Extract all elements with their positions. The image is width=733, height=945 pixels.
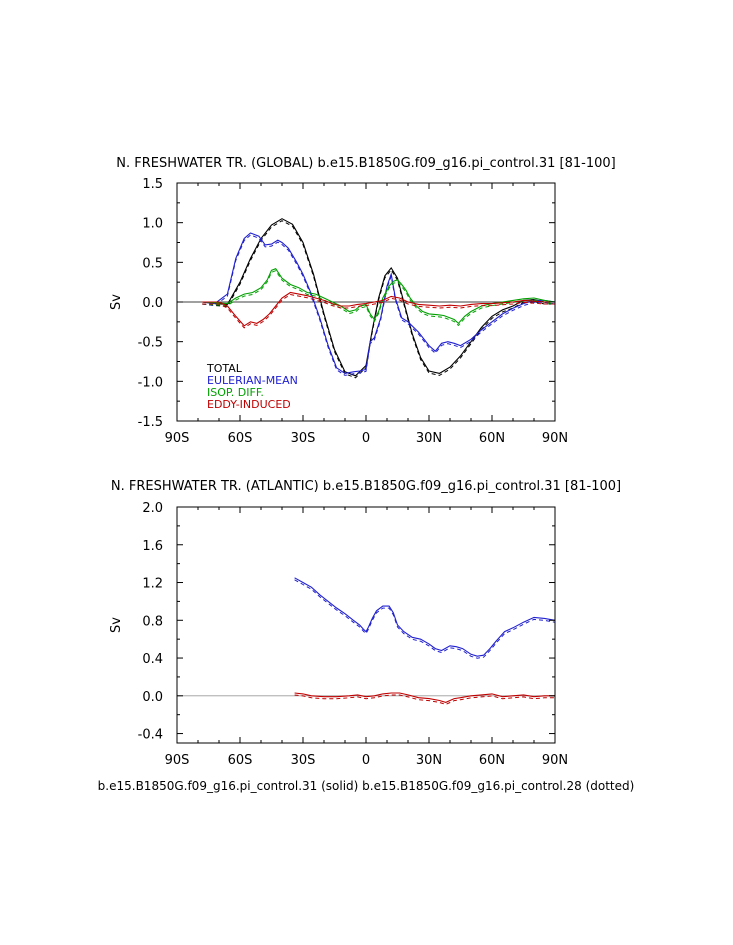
y-tick-label: 1.5 (142, 177, 163, 192)
global-chart-title: N. FRESHWATER TR. (GLOBAL) b.e15.B1850G.… (116, 156, 616, 171)
y-tick-label: 1.2 (142, 577, 163, 592)
x-tick-label: 90S (165, 753, 190, 768)
series-line-eulerian-dotted (294, 579, 556, 659)
legend-entry-isop-diff: ISOP. DIFF. (207, 386, 264, 399)
y-tick-label: 0.8 (142, 614, 163, 629)
series-line-total-solid (202, 218, 555, 377)
y-tick-label: 0.0 (142, 690, 163, 705)
series-line-total-dotted (202, 220, 555, 379)
series-line-isop-diff-dotted (202, 270, 556, 327)
series-line-eddy-solid (294, 692, 555, 703)
x-tick-label: 30S (291, 753, 316, 768)
legend: TOTAL EULERIAN-MEAN ISOP. DIFF. EDDY-IND… (206, 362, 298, 411)
legend-entry-total: TOTAL (206, 362, 243, 375)
x-tick-label: 60N (479, 753, 505, 768)
x-tick-label: 90N (542, 431, 568, 446)
x-tick-label: 0 (362, 753, 370, 768)
x-tick-label: 60S (228, 753, 253, 768)
series-line-eulerian-mean-dotted (202, 234, 556, 376)
x-tick-label: 30N (416, 431, 442, 446)
series-line-eddy-induced-dotted (202, 293, 555, 329)
figure-footer: b.e15.B1850G.f09_g16.pi_control.31 (soli… (98, 779, 635, 793)
series-line-eulerian-solid (294, 577, 556, 657)
x-tick-label: 30S (291, 431, 316, 446)
series-line-isop-diff-solid (202, 268, 556, 325)
y-tick-label: -1.5 (138, 415, 163, 430)
atlantic-panel: N. FRESHWATER TR. (ATLANTIC) b.e15.B1850… (109, 479, 621, 768)
y-tick-label: -0.5 (138, 336, 163, 351)
y-axis-label: Sv (109, 294, 124, 310)
plot-frame (176, 506, 556, 744)
y-axis-label: Sv (109, 617, 124, 633)
x-tick-label: 90N (542, 753, 568, 768)
y-tick-label: 0.4 (142, 652, 163, 667)
y-tick-label: -0.4 (138, 728, 163, 743)
y-tick-label: -1.0 (138, 375, 163, 390)
x-tick-label: 0 (362, 431, 370, 446)
series-line-eulerian-mean-solid (202, 232, 556, 374)
y-tick-label: 0.0 (142, 296, 163, 311)
global-panel: N. FRESHWATER TR. (GLOBAL) b.e15.B1850G.… (109, 156, 616, 446)
x-tick-label: 30N (416, 753, 442, 768)
y-tick-label: 1.0 (142, 217, 163, 232)
series-line-eddy-induced-solid (202, 291, 555, 327)
legend-entry-eddy-induced: EDDY-INDUCED (207, 398, 291, 411)
y-tick-label: 1.6 (142, 539, 163, 554)
y-tick-label: 0.5 (142, 256, 163, 271)
x-tick-label: 60S (228, 431, 253, 446)
x-tick-label: 90S (165, 431, 190, 446)
y-tick-label: 2.0 (142, 501, 163, 516)
series-line-eddy-dotted (294, 694, 555, 705)
x-tick-label: 60N (479, 431, 505, 446)
legend-entry-eulerian-mean: EULERIAN-MEAN (207, 374, 298, 387)
atlantic-chart-title: N. FRESHWATER TR. (ATLANTIC) b.e15.B1850… (111, 479, 621, 494)
